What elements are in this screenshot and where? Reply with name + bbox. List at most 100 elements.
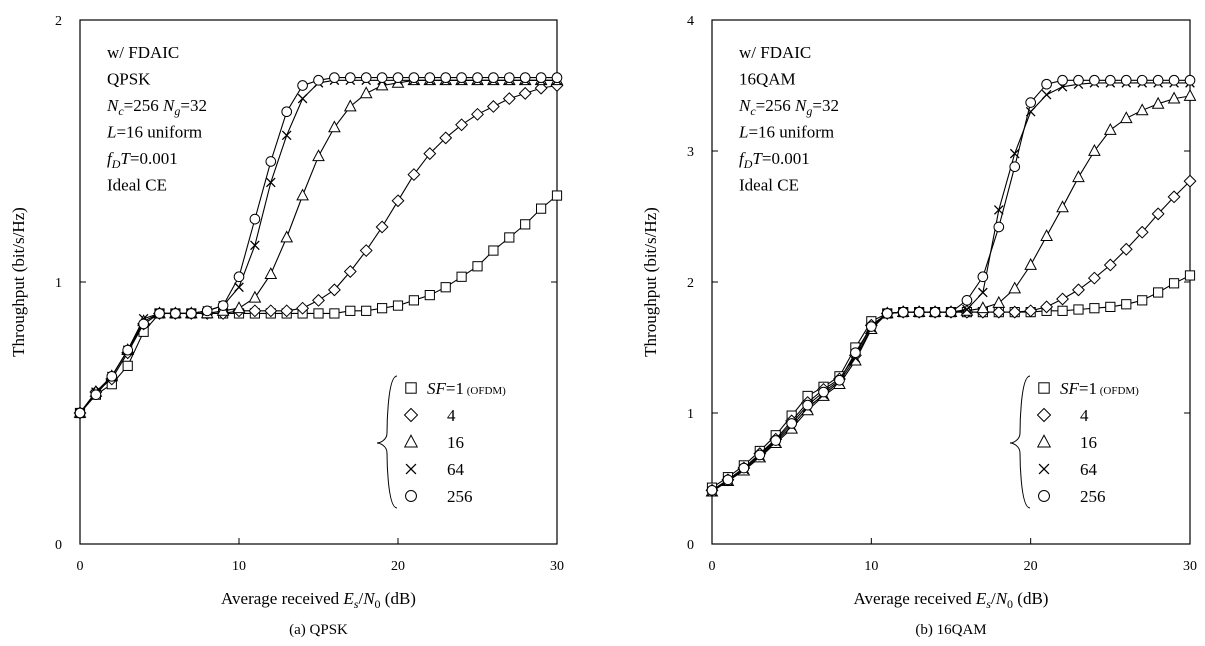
annotation-line: fD​T=0.001 [107, 149, 178, 171]
data-point [329, 308, 340, 319]
annotation-line: w/ FDAIC [739, 43, 811, 62]
annotation-line: fD​T=0.001 [739, 149, 810, 171]
data-point [913, 306, 925, 318]
legend-marker-circle [1038, 490, 1050, 502]
data-point [328, 120, 341, 133]
data-point [170, 308, 181, 319]
annotation-line: Nc​=256 Ng​=32 [106, 96, 207, 118]
data-point [264, 267, 278, 280]
data-point [456, 72, 467, 83]
data-point [1153, 287, 1164, 298]
data-point [250, 240, 260, 251]
data-point [313, 74, 324, 86]
data-point [1072, 283, 1085, 297]
annotation-line: L=16 uniform [106, 123, 202, 142]
data-point [456, 271, 467, 282]
data-point [993, 205, 1004, 215]
data-point [738, 462, 750, 474]
data-point [1073, 304, 1084, 315]
data-point [976, 301, 990, 314]
data-point [1167, 190, 1181, 204]
y-tick-label: 4 [687, 14, 694, 29]
data-point [992, 295, 1006, 308]
data-point [1135, 225, 1149, 239]
legend-label: 64 [447, 460, 465, 479]
data-point [992, 305, 1006, 319]
data-point [472, 72, 483, 83]
y-tick-label: 1 [687, 407, 694, 422]
legend-label: SF=1 (OFDM) [427, 379, 506, 398]
x-tick-label: 10 [232, 559, 246, 574]
data-point [551, 190, 563, 201]
x-axis-label: Average received Es/N0 (dB) [221, 589, 416, 611]
data-point [802, 399, 813, 411]
data-point [424, 72, 436, 83]
legend-label: 256 [447, 487, 473, 506]
data-point [1135, 103, 1149, 116]
data-point [154, 308, 165, 319]
data-point [1183, 174, 1197, 188]
data-point [313, 308, 324, 319]
data-point [1024, 304, 1038, 318]
data-point [504, 232, 515, 243]
data-point [408, 295, 419, 306]
annotation-line: L=16 uniform [738, 123, 834, 142]
x-tick-label: 10 [864, 559, 878, 574]
data-point [1137, 295, 1148, 306]
data-point [296, 301, 310, 315]
data-point [1088, 143, 1101, 156]
data-point [455, 118, 469, 132]
x-tick-label: 20 [391, 559, 405, 574]
y-axis-label: Throughput (bit/s/Hz) [9, 207, 28, 357]
y-tick-label: 1 [55, 276, 62, 291]
data-point [722, 474, 734, 486]
figure-caption: (a) QPSK [289, 622, 348, 638]
data-point [929, 306, 941, 318]
data-point [392, 72, 404, 83]
annotation-line: QPSK [107, 70, 151, 89]
data-point [233, 271, 245, 283]
series-circle [706, 74, 1196, 496]
data-point [1151, 96, 1165, 109]
y-tick-label: 0 [55, 538, 62, 553]
annotation-line: Nc​=256 Ng​=32 [738, 96, 839, 118]
data-point [296, 188, 309, 201]
legend-marker-triangle [1036, 434, 1052, 448]
data-point [1056, 200, 1069, 213]
data-point [978, 287, 988, 298]
data-point [407, 168, 421, 182]
data-point [424, 290, 435, 301]
data-point [520, 219, 531, 230]
data-point [1008, 305, 1022, 319]
data-point [265, 177, 276, 188]
data-point [770, 435, 782, 446]
data-point [535, 72, 547, 83]
data-point [1103, 258, 1117, 272]
data-point [74, 407, 86, 419]
x-tick-label: 0 [77, 559, 84, 574]
data-point [488, 245, 499, 256]
legend-label: 16 [1080, 433, 1097, 452]
data-point [1151, 207, 1165, 221]
data-point [977, 271, 989, 283]
data-point [471, 107, 484, 121]
data-point [1119, 242, 1133, 256]
x-tick-label: 20 [1024, 559, 1038, 574]
data-point [1105, 74, 1116, 86]
series-circle [74, 72, 563, 419]
data-point [439, 131, 453, 145]
data-point [961, 295, 973, 306]
data-point [391, 194, 405, 208]
figure-caption: (b) 16QAM [915, 622, 986, 638]
data-point [1024, 257, 1038, 270]
data-point [248, 290, 262, 303]
legend-brace [1009, 375, 1031, 509]
data-point [232, 301, 246, 314]
data-point [834, 374, 845, 386]
annotation-line: 16QAM [739, 70, 796, 89]
legend-label: 4 [1080, 406, 1089, 425]
data-point [518, 86, 532, 100]
data-point [472, 261, 483, 272]
data-point [1103, 122, 1117, 135]
data-point [1183, 88, 1197, 101]
